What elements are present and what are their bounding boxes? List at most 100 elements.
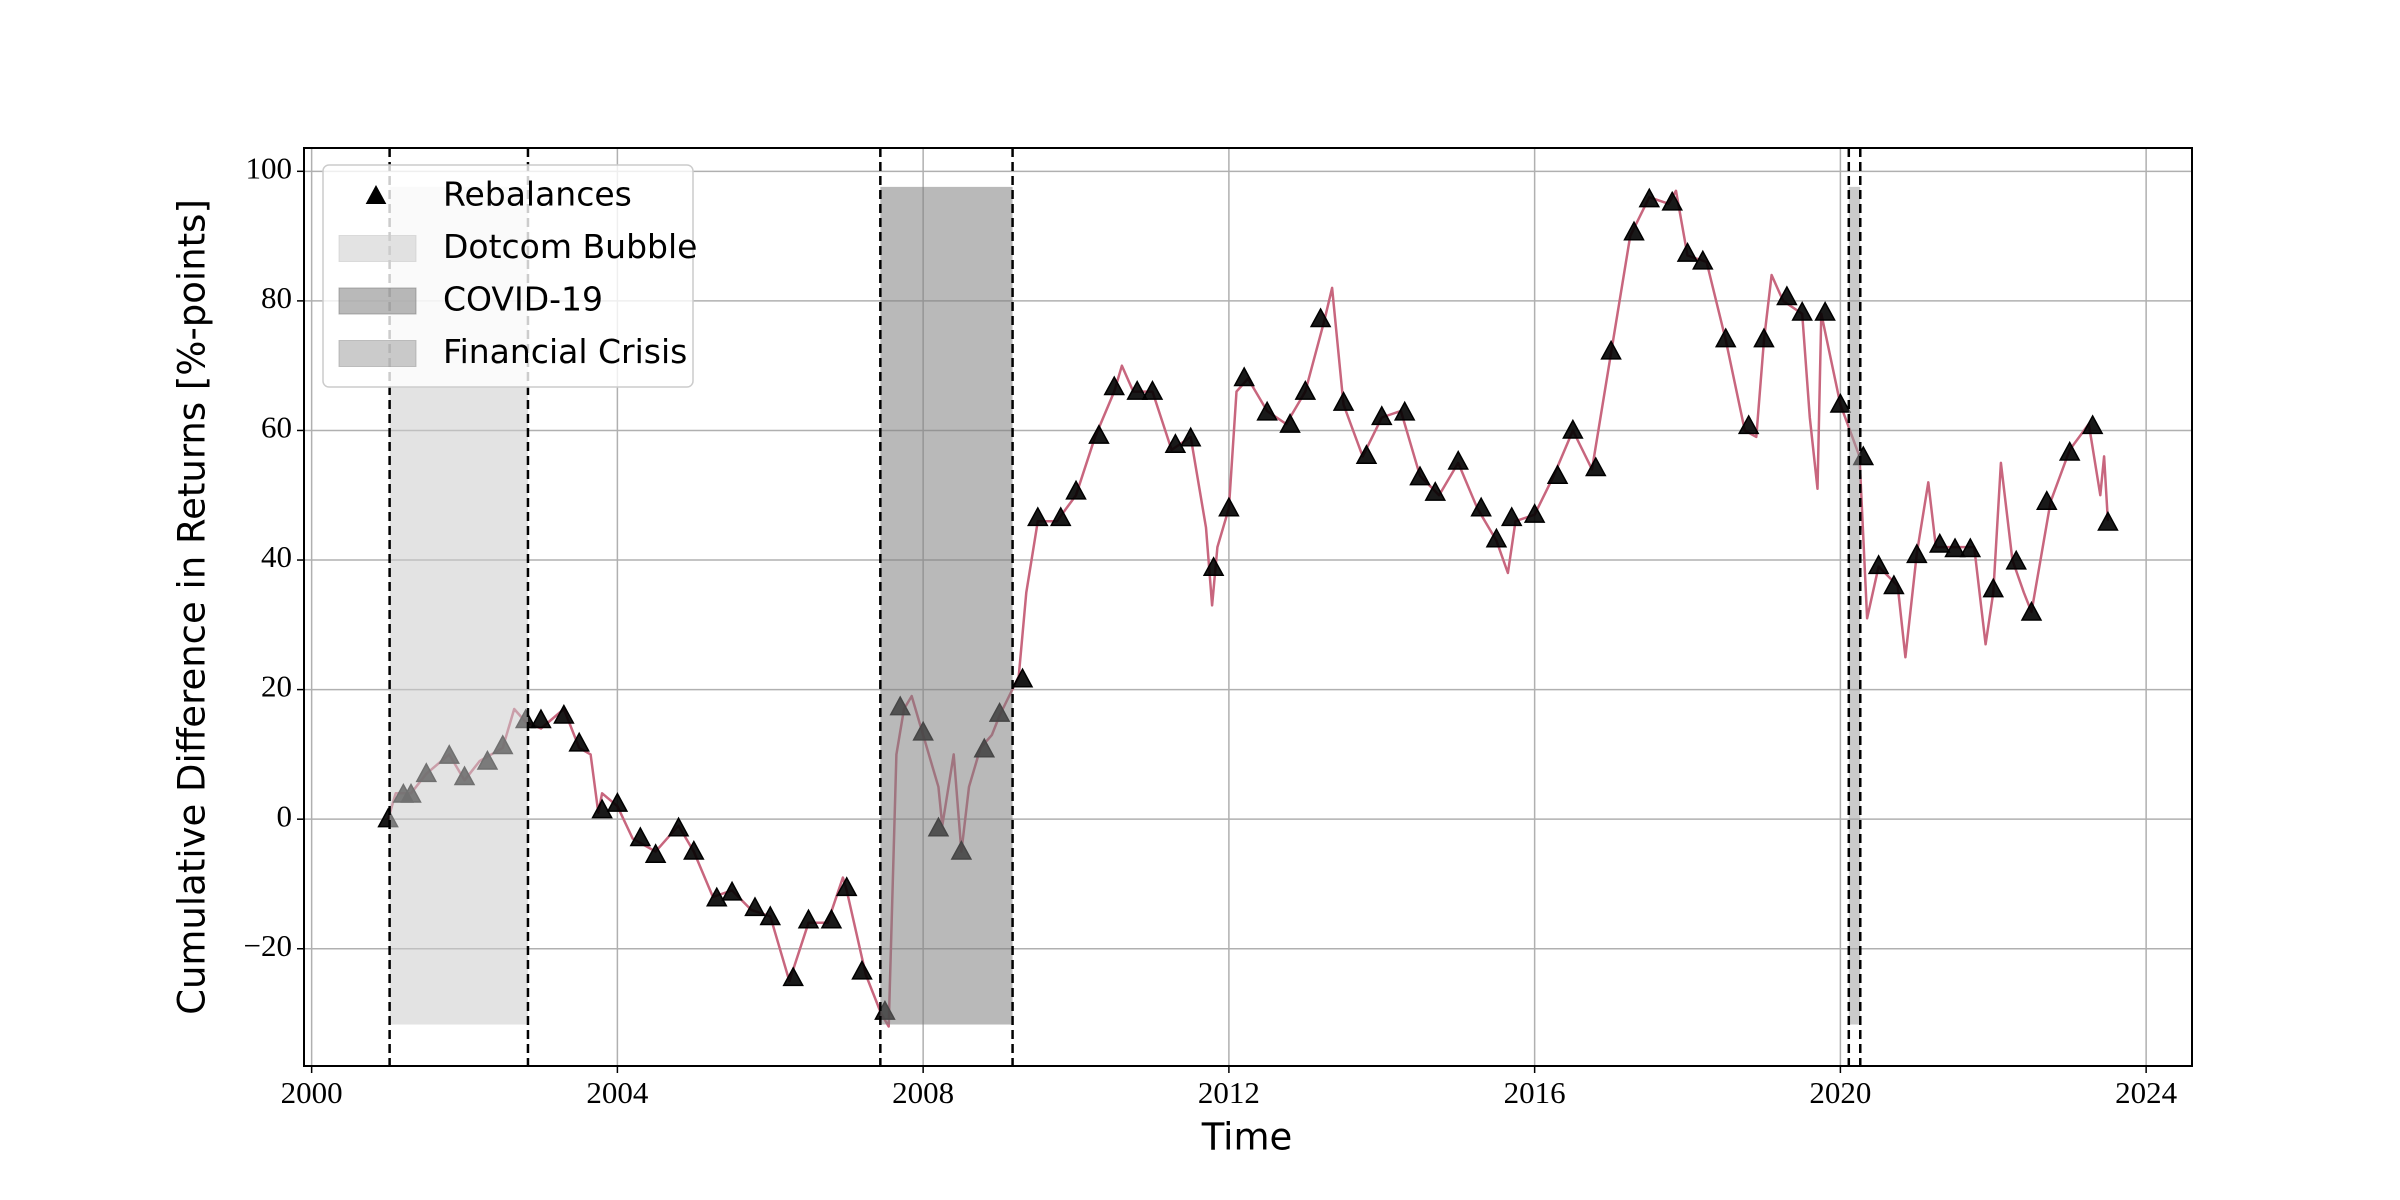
rebalance-marker — [1906, 543, 1928, 564]
rebalance-marker — [2005, 549, 2027, 570]
rebalance-marker — [1164, 433, 1187, 453]
y-tick-label: 0 — [277, 798, 293, 833]
rebalance-marker — [744, 896, 766, 917]
legend-patch — [338, 340, 417, 367]
legend: Rebalances Dotcom Bubble COVID-19 Financial… — [322, 164, 697, 388]
x-tick-label: 2000 — [281, 1075, 343, 1110]
rebalance-marker — [1202, 556, 1225, 577]
rebalance-marker — [1447, 449, 1469, 470]
rebalance-marker — [1141, 380, 1164, 400]
rebalance-marker — [1883, 574, 1905, 595]
rebalance-marker — [1393, 400, 1416, 421]
rebalance-marker — [1585, 456, 1607, 477]
rebalance-marker — [835, 876, 858, 897]
rebalance-marker — [1256, 400, 1278, 421]
rebalance-marker — [1928, 532, 1951, 553]
y-axis-label: Cumulative Difference in Returns [%-poin… — [171, 199, 214, 1015]
rebalance-marker — [2097, 510, 2119, 531]
rebalance-marker — [1523, 503, 1546, 523]
rebalance-marker — [1714, 327, 1737, 348]
legend-marker — [365, 184, 387, 204]
rebalance-marker — [1661, 190, 1683, 211]
rebalance-marker — [1103, 375, 1125, 396]
y-tick-label: 40 — [261, 539, 292, 574]
rebalance-marker — [1829, 392, 1852, 413]
rebalance-marker — [1470, 496, 1492, 517]
rebalance-marker — [2081, 414, 2104, 435]
y-tick-label: 80 — [261, 280, 292, 315]
rebalance-marker — [644, 843, 667, 864]
rebalance-marker — [667, 816, 690, 837]
rebalance-marker — [1753, 327, 1775, 348]
x-tick-label: 2020 — [1809, 1075, 1871, 1110]
rebalance-marker — [1562, 418, 1584, 439]
rebalance-marker — [606, 792, 629, 812]
rebalance-marker — [591, 798, 613, 819]
rebalance-marker — [1294, 380, 1317, 400]
rebalance-marker — [797, 908, 820, 929]
rebalance-marker — [1692, 249, 1714, 270]
rebalance-marker — [1638, 187, 1661, 208]
x-tick-label: 2004 — [586, 1075, 649, 1110]
x-tick-label: 2012 — [1198, 1075, 1260, 1110]
rebalance-marker — [1676, 242, 1699, 262]
rebalance-marker — [782, 966, 804, 987]
rebalance-marker — [1065, 479, 1087, 500]
rebalance-marker — [1126, 380, 1148, 400]
axes-frame — [303, 147, 2193, 1067]
shaded-period — [880, 186, 1013, 1025]
rebalance-marker — [1179, 426, 1202, 447]
rebalance-marker — [1814, 300, 1836, 321]
shaded-period — [1848, 186, 1861, 1025]
rebalance-marker — [1011, 667, 1034, 688]
rebalance-marker — [1623, 220, 1645, 241]
rebalance-marker — [1737, 414, 1760, 435]
ticks: 2000 2004 2008 2012 2016 2020 2024 −20 0 20 40 60 80… — [244, 150, 2178, 1110]
rebalance-marker — [530, 708, 552, 729]
legend-box — [322, 164, 694, 388]
rebalance-marker — [1309, 307, 1332, 328]
plot-area — [377, 148, 2119, 1066]
legend-label: Rebalances — [443, 175, 632, 214]
rebalance-marker — [759, 905, 782, 926]
rebalance-marker — [1409, 465, 1431, 486]
x-axis-label: Time — [1201, 1116, 1293, 1159]
legend-patch — [338, 287, 417, 315]
rebalance-marker — [1088, 424, 1110, 444]
rebalance-marker — [553, 703, 575, 724]
y-tick-label: −20 — [244, 928, 292, 963]
rebalance-marker — [1867, 554, 1890, 575]
x-tick-label: 2024 — [2115, 1075, 2178, 1110]
rebalance-marker — [1371, 405, 1393, 426]
rebalance-marker — [1332, 391, 1355, 411]
rebalance-marker — [1027, 506, 1049, 527]
x-tick-label: 2008 — [892, 1075, 954, 1110]
y-tick-label: 100 — [246, 150, 293, 185]
y-tick-label: 20 — [261, 669, 292, 704]
legend-patch — [338, 235, 417, 262]
rebalance-marker — [851, 959, 873, 980]
rebalance-marker — [1485, 527, 1508, 548]
rebalance-marker — [1424, 481, 1447, 501]
rebalance-marker — [1049, 506, 1072, 527]
rebalance-marker — [706, 886, 728, 907]
rebalance-marker — [1279, 413, 1301, 433]
rebalance-marker — [1982, 577, 2005, 598]
rebalance-marker — [1600, 339, 1622, 360]
rebalance-marker — [1233, 366, 1255, 387]
data-line — [386, 189, 2110, 1028]
rebalance-marker — [1355, 444, 1378, 464]
rebalance-marker — [2036, 490, 2058, 510]
rebalance-marker — [721, 880, 743, 901]
rebalance-marker — [1776, 285, 1798, 306]
rebalance-marker — [1546, 464, 1569, 485]
legend-label: Financial Crisis — [443, 332, 687, 371]
rebalance-marker — [2058, 440, 2081, 461]
y-tick-label: 60 — [261, 410, 292, 445]
rebalance-marker — [2020, 600, 2043, 621]
rebalance-marker — [1218, 496, 1240, 517]
rebalance-marker — [1500, 506, 1523, 527]
legend-label: Dotcom Bubble — [443, 227, 697, 266]
